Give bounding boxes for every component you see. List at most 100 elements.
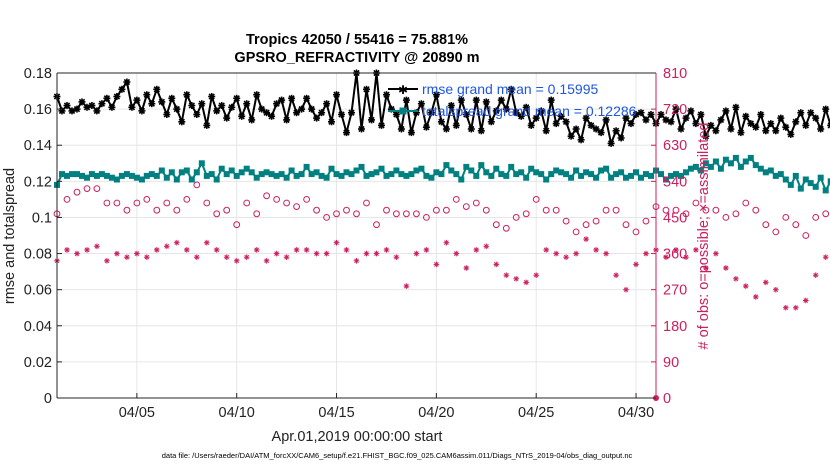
spread-point: [797, 185, 804, 192]
y2-tick-label: 630: [663, 138, 687, 154]
rmse-point: [193, 111, 201, 118]
rmse-point: [318, 109, 326, 117]
assimilated-obs-point: [623, 286, 629, 293]
spread-point: [638, 174, 644, 181]
spread-point: [643, 171, 649, 178]
rmse-point: [542, 127, 550, 135]
rmse-point: [363, 85, 370, 93]
rmse-point: [607, 139, 615, 147]
spread-point: [333, 171, 340, 178]
y-tick-label: 0.02: [24, 355, 52, 371]
possible-obs-point: [582, 221, 590, 229]
assimilated-obs-point: [443, 239, 450, 246]
rmse-point: [143, 91, 151, 99]
spread-point: [772, 172, 779, 179]
rmse-point: [163, 111, 171, 118]
rmse-point: [78, 98, 86, 106]
rmse-point: [407, 129, 415, 137]
possible-obs-point: [443, 206, 450, 214]
y-tick-label: 0.12: [24, 174, 52, 190]
y2-tick-label: 810: [663, 66, 687, 82]
assimilated-obs-point: [812, 272, 819, 279]
assimilated-obs-point: [433, 261, 440, 268]
rmse-point: [243, 100, 251, 108]
rmse-point: [88, 102, 96, 109]
rmse-point: [577, 136, 585, 144]
assimilated-obs-point: [543, 247, 550, 253]
spread-point: [598, 167, 605, 174]
spread-point: [673, 171, 679, 178]
spread-point: [822, 187, 829, 194]
rmse-point: [228, 103, 236, 111]
possible-obs-point: [243, 199, 251, 207]
spread-point: [812, 183, 819, 190]
rmse-point: [727, 125, 735, 133]
spread-point: [258, 171, 265, 178]
spread-point: [737, 163, 744, 170]
spread-point: [98, 171, 105, 178]
assimilated-obs-point: [593, 247, 599, 253]
assimilated-obs-point: [603, 250, 609, 257]
spread-point: [363, 172, 370, 179]
possible-obs-point: [223, 206, 231, 214]
spread-point: [443, 162, 450, 169]
rmse-point: [248, 116, 256, 124]
spread-point: [383, 172, 390, 179]
assimilated-obs-point: [503, 272, 510, 279]
rmse-point: [482, 98, 490, 106]
spread-point: [79, 172, 85, 179]
spread-point: [453, 171, 460, 178]
possible-obs-point: [612, 206, 620, 214]
rmse-point: [432, 91, 440, 99]
spread-point: [93, 172, 100, 179]
possible-obs-point: [792, 221, 800, 229]
spread-point: [123, 171, 130, 178]
assimilated-obs-point: [553, 250, 560, 257]
possible-obs-point: [283, 199, 291, 207]
assimilated-obs-point: [822, 254, 829, 261]
spread-point: [712, 158, 719, 165]
rmse-point: [148, 100, 156, 108]
possible-obs-point: [293, 203, 301, 211]
possible-obs-point: [682, 210, 690, 218]
assimilated-obs-point: [473, 247, 480, 253]
rmse-point: [73, 105, 81, 113]
assimilated-obs-point: [293, 247, 300, 253]
possible-obs-point: [782, 214, 790, 221]
rmse-point: [817, 125, 825, 133]
rmse-point: [123, 78, 131, 86]
spread-point: [463, 163, 470, 170]
y2-tick-label: 90: [663, 355, 679, 371]
assimilated-obs-point: [663, 254, 669, 261]
possible-obs-point: [512, 214, 520, 221]
chart-title: Tropics 42050 / 55416 = 75.881%: [246, 32, 468, 48]
spread-point: [618, 169, 625, 176]
spread-point: [588, 171, 595, 178]
spread-point: [722, 156, 729, 163]
spread-point: [613, 171, 620, 178]
spread-point: [608, 174, 615, 181]
spread-point: [273, 172, 280, 179]
rmse-point: [313, 114, 321, 122]
data-file-footer: data file: /Users/raeder/DAI/ATM_forcXX/…: [162, 451, 633, 460]
spread-point: [528, 165, 535, 172]
y-axis-label: rmse and totalspread: [2, 168, 18, 304]
spread-point: [757, 165, 764, 172]
spread-point: [118, 172, 125, 179]
axes: [56, 72, 657, 399]
rmse-point: [108, 103, 116, 111]
possible-obs-point: [233, 221, 241, 229]
spread-point: [208, 171, 215, 178]
possible-obs-point: [562, 217, 570, 225]
possible-obs-point: [403, 210, 410, 218]
rmse-point: [397, 125, 405, 133]
possible-obs-point: [93, 185, 101, 193]
spread-point: [328, 165, 335, 172]
assimilated-obs-point: [762, 279, 769, 286]
assimilated-obs-point: [303, 247, 310, 253]
rmse-point: [572, 125, 580, 133]
assimilated-obs-point: [463, 265, 470, 271]
rmse-point: [692, 120, 700, 128]
spread-point: [69, 171, 75, 178]
possible-obs-point: [253, 210, 261, 218]
